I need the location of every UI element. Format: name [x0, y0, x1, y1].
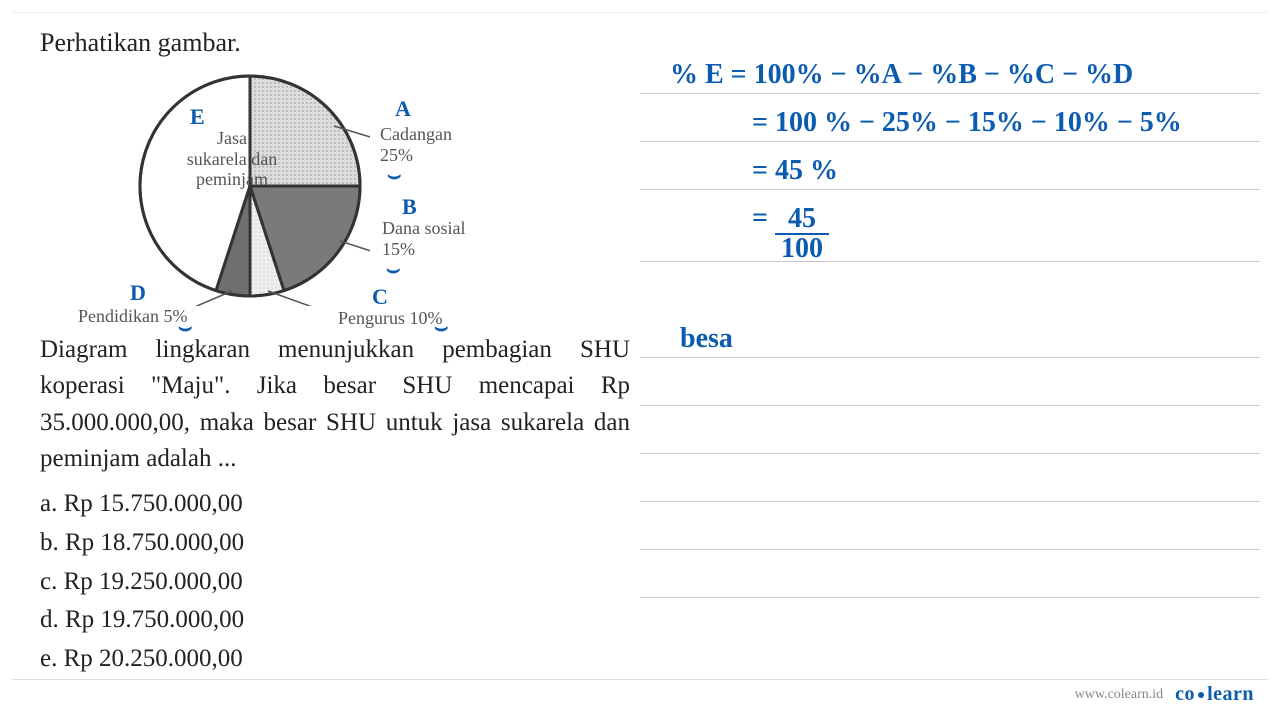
work-line-4: = 45 100	[640, 190, 1260, 262]
fraction: 45 100	[775, 205, 829, 263]
work-line-5: besa	[640, 310, 1260, 358]
slice-a-title: Cadangan	[380, 124, 452, 144]
option-a: a. Rp 15.750.000,00	[40, 485, 630, 524]
hand-letter-c: C	[372, 284, 388, 310]
footer-url: www.colearn.id	[1075, 687, 1164, 703]
slice-e-line3: peminjam	[196, 169, 268, 189]
brand-right: learn	[1207, 683, 1254, 705]
bracket-b: ⌣	[386, 256, 400, 282]
frac-num: 45	[775, 205, 829, 235]
prompt-title: Perhatikan gambar.	[40, 28, 630, 58]
frac-eq: =	[752, 202, 775, 233]
slice-e-line1: Jasa	[217, 128, 247, 148]
hand-letter-e: E	[190, 104, 205, 130]
work-text-5: besa	[680, 323, 733, 355]
work-line-1: % E = 100% − %A − %B − %C − %D	[640, 46, 1260, 94]
option-b: b. Rp 18.750.000,00	[40, 524, 630, 563]
slice-label-d: Pendidikan 5%	[78, 306, 188, 327]
slice-label-c: Pengurus 10%	[338, 308, 443, 329]
footer-brand: colearn	[1175, 683, 1254, 706]
option-d: d. Rp 19.750.000,00	[40, 601, 630, 640]
work-line-2: = 100 % − 25% − 15% − 10% − 5%	[640, 94, 1260, 142]
slice-b-title: Dana sosial	[382, 218, 465, 238]
brand-dot-icon	[1198, 692, 1204, 698]
work-text-3: = 45 %	[752, 155, 838, 187]
question-text: Diagram lingkaran menunjukkan pembagian …	[40, 332, 630, 477]
footer: www.colearn.id colearn	[1075, 683, 1254, 706]
lined-paper: % E = 100% − %A − %B − %C − %D = 100 % −…	[640, 20, 1260, 660]
pie-chart: E Jasa sukarela dan peminjam A Cadangan …	[70, 66, 590, 326]
work-line-3: = 45 %	[640, 142, 1260, 190]
bracket-a: ⌣	[387, 162, 401, 188]
slice-label-b: Dana sosial 15%	[382, 218, 465, 259]
bracket-d: ⌣	[178, 314, 192, 340]
brand-left: co	[1175, 683, 1195, 705]
bracket-c: ⌣	[434, 314, 448, 340]
work-text-1: % E = 100% − %A − %B − %C − %D	[670, 59, 1133, 91]
option-c: c. Rp 19.250.000,00	[40, 563, 630, 602]
problem-panel: Perhatikan gambar.	[40, 28, 630, 679]
hand-letter-a: A	[395, 96, 411, 122]
work-text-4: = 45 100	[752, 191, 829, 249]
hand-letter-d: D	[130, 280, 146, 306]
work-panel: % E = 100% − %A − %B − %C − %D = 100 % −…	[640, 20, 1260, 660]
work-text-2: = 100 % − 25% − 15% − 10% − 5%	[752, 107, 1182, 139]
options-list: a. Rp 15.750.000,00 b. Rp 18.750.000,00 …	[40, 485, 630, 679]
slice-label-e: Jasa sukarela dan peminjam	[162, 128, 302, 190]
option-e: e. Rp 20.250.000,00	[40, 640, 630, 679]
slice-e-line2: sukarela dan	[187, 149, 277, 169]
hand-letter-b: B	[402, 194, 417, 220]
frac-den: 100	[775, 235, 829, 263]
slice-label-a: Cadangan 25%	[380, 124, 452, 165]
